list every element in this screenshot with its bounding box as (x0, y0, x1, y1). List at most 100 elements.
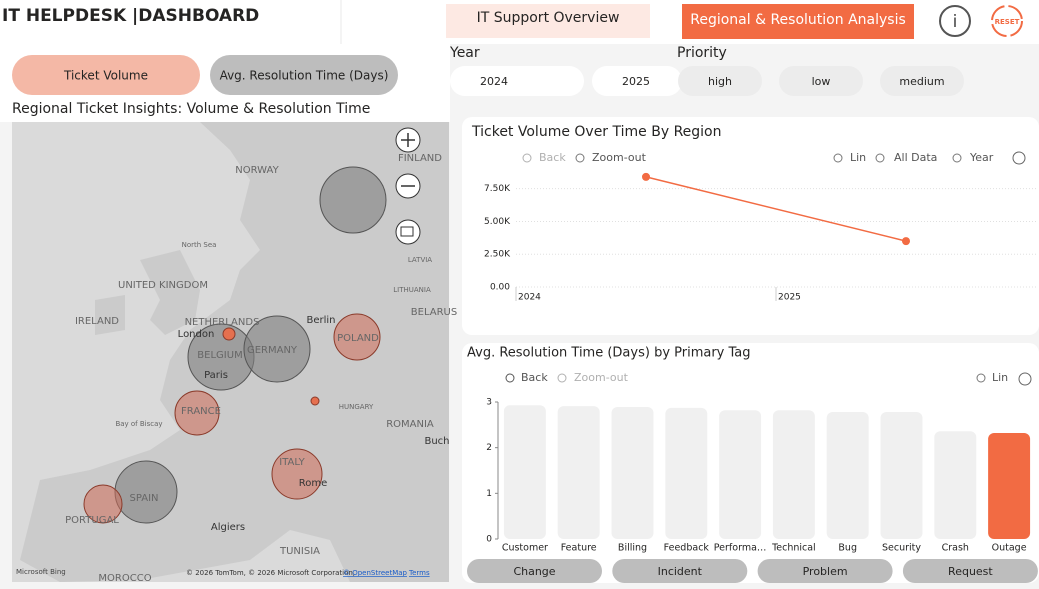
toolbar-icon (557, 373, 567, 383)
map-label: LATVIA (408, 256, 432, 264)
priority-pill[interactable] (678, 66, 762, 96)
y-tick-label: 5.00K (484, 217, 511, 227)
line (645, 176, 907, 242)
x-tick-label: Bug (838, 543, 857, 554)
map-label: Berlin (306, 315, 335, 326)
map-label: POLAND (337, 333, 379, 344)
select-tool[interactable] (395, 219, 421, 245)
bar (503, 405, 546, 539)
bubble[interactable] (271, 448, 323, 500)
x-tick-label: Technical (771, 543, 816, 554)
bubble[interactable] (333, 313, 381, 361)
map-label: IRELAND (75, 316, 119, 327)
bar (557, 406, 600, 539)
y-tick-label: 3 (486, 398, 492, 408)
bubble[interactable] (222, 327, 236, 341)
map-osm[interactable]: © OpenStreetMap (343, 569, 408, 577)
info-button[interactable] (939, 5, 971, 37)
map-label: NETHERLANDS (185, 317, 260, 328)
map-label: HUNGARY (339, 403, 374, 411)
toolbar-label: Lin (992, 371, 1008, 384)
year-label: 2024 (480, 75, 508, 88)
toggle-label: Ticket Volume (63, 69, 148, 83)
bar (611, 407, 654, 539)
map-land (140, 250, 200, 335)
map-label: Rome (299, 478, 328, 489)
map-label: GERMANY (247, 345, 298, 356)
map-title: Regional Ticket Insights: Volume & Resol… (12, 101, 370, 117)
tab-active[interactable] (682, 4, 914, 39)
x-tick-label: Feature (561, 543, 597, 554)
map-label: London (178, 329, 215, 340)
filter-button[interactable] (902, 559, 1038, 583)
bubble[interactable] (83, 484, 123, 524)
year-pill[interactable] (592, 66, 682, 96)
toolbar-label: All Data (894, 151, 937, 164)
map-label: ITALY (279, 457, 305, 468)
toolbar-icon (522, 153, 532, 163)
tab-label: IT Support Overview (477, 10, 620, 26)
toolbar-icon (575, 153, 585, 163)
map-label: LITHUANIA (393, 286, 431, 294)
toolbar-icon (976, 373, 986, 383)
bar (665, 407, 708, 539)
bubble[interactable] (174, 390, 220, 436)
filter-button[interactable] (467, 559, 602, 583)
toggle-active[interactable] (12, 55, 200, 95)
filter-button-label: Change (513, 565, 555, 578)
map-label: BELGIUM (197, 350, 242, 361)
bubble[interactable] (319, 166, 387, 234)
year-label: 2025 (622, 75, 650, 88)
bar (826, 412, 869, 539)
y-tick-label: 2 (486, 443, 492, 453)
map-attribution: © 2026 TomTom, © 2026 Microsoft Corporat… (186, 569, 355, 577)
map-terms[interactable]: Terms (408, 569, 430, 577)
priority-pill[interactable] (779, 66, 863, 96)
reset-label: RESET (995, 18, 1020, 26)
bar (934, 431, 977, 539)
toggle[interactable] (210, 55, 398, 95)
filter-button[interactable] (757, 559, 893, 583)
filter-label: Year (449, 45, 480, 61)
x-tick-label: 2024 (518, 293, 541, 303)
map-brand: Microsoft Bing (16, 568, 66, 576)
reset-button[interactable] (991, 5, 1023, 37)
filter-button-label: Incident (658, 565, 703, 578)
x-tick-label: Performa… (714, 543, 767, 554)
priority-pill[interactable] (880, 66, 964, 96)
map[interactable]: FINLAND NORWAY North Sea UNITED KINGDOM IREL… (12, 122, 457, 584)
y-tick-label: 0.00 (490, 283, 510, 293)
year-pill[interactable] (450, 66, 584, 96)
filter-label: Priority (677, 45, 727, 61)
toolbar-label: Year (969, 151, 994, 164)
map-label: Buch (424, 436, 449, 447)
tab[interactable] (446, 4, 650, 38)
y-tick-label: 0 (486, 535, 492, 545)
priority-label: medium (899, 75, 944, 88)
bubble[interactable] (114, 460, 178, 524)
y-tick-label: 7.50K (484, 184, 511, 194)
bar (880, 412, 923, 539)
toolbar-icon (875, 153, 885, 163)
x-tick-label: Billing (618, 543, 647, 554)
priority-label: high (708, 75, 732, 88)
map-label: Paris (204, 370, 228, 381)
map-label: BELARUS (411, 307, 457, 318)
priority-label: low (812, 75, 831, 88)
y-tick-label: 1 (486, 489, 492, 499)
filter-button[interactable] (612, 559, 748, 583)
y-tick-label: 2.50K (484, 250, 511, 260)
toolbar-label: Back (539, 151, 566, 164)
x-tick-label: 2025 (778, 293, 801, 303)
select-icon (400, 226, 414, 237)
map-label: FRANCE (181, 406, 221, 417)
filter-button-label: Request (948, 565, 993, 578)
x-tick-label: Outage (992, 543, 1027, 554)
bar-title: Avg. Resolution Time (Days) by Primary T… (467, 346, 751, 361)
bubble[interactable] (243, 315, 311, 383)
toolbar-label: Zoom-out (592, 151, 647, 164)
map-label: MOROCCO (98, 573, 151, 584)
bubble[interactable] (310, 396, 320, 406)
charts: Back Zoom-out Lin All Data Year Back Zoom-out L… (467, 151, 1038, 583)
